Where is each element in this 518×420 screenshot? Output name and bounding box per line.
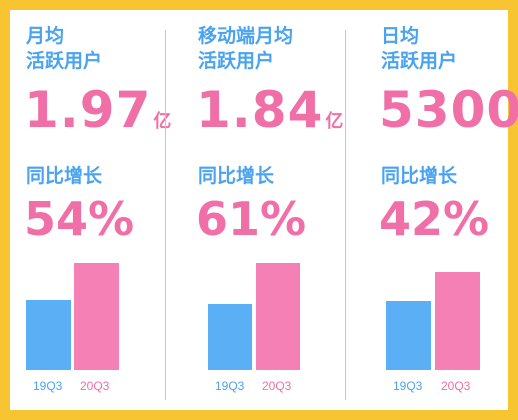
chart-title-line-2: 活跃用户 <box>26 50 103 72</box>
headline-number: 1.97 <box>24 81 152 139</box>
growth-label: 同比增长 <box>26 165 103 187</box>
headline-unit: 亿 <box>153 111 172 132</box>
column-divider <box>165 30 166 400</box>
chart-title-line-1: 移动端月均 <box>198 25 294 47</box>
chart-mobile-monthly-active-users: 移动端月均 活跃用户 1.84 亿 同比增长 61% 19Q3 20Q3 <box>170 10 345 410</box>
headline-value: 5300万 <box>379 82 518 150</box>
tick-label-19q3: 19Q3 <box>393 379 423 393</box>
growth-value: 54% <box>24 192 135 246</box>
stats-panel: 月均 活跃用户 1.97 亿 同比增长 54% 19Q3 20Q3 移动端月均 活… <box>10 10 518 410</box>
tick-label-19q3: 19Q3 <box>33 379 63 393</box>
chart-title-line-2: 活跃用户 <box>381 50 458 72</box>
growth-label: 同比增长 <box>198 165 275 187</box>
headline-number: 5300 <box>379 81 518 139</box>
headline-number: 1.84 <box>196 81 324 139</box>
headline-value: 1.97 亿 <box>24 82 171 150</box>
bar-20q3 <box>256 263 300 370</box>
bar-20q3 <box>74 263 119 370</box>
tick-label-19q3: 19Q3 <box>215 379 245 393</box>
growth-value: 42% <box>379 192 490 246</box>
bar-20q3 <box>435 272 480 370</box>
growth-value: 61% <box>196 192 307 246</box>
headline-unit: 亿 <box>325 111 344 132</box>
growth-label: 同比增长 <box>381 165 458 187</box>
bar-19q3 <box>386 301 431 370</box>
tick-label-20q3: 20Q3 <box>262 379 292 393</box>
headline-value: 1.84 亿 <box>196 82 343 150</box>
bar-19q3 <box>26 300 71 370</box>
chart-monthly-active-users: 月均 活跃用户 1.97 亿 同比增长 54% 19Q3 20Q3 <box>10 10 171 410</box>
chart-title-line-1: 月均 <box>26 25 65 47</box>
chart-title-line-1: 日均 <box>381 25 420 47</box>
bar-19q3 <box>208 304 252 370</box>
chart-daily-active-users: 日均 活跃用户 5300万 同比增长 42% 19Q3 20Q3 <box>350 10 518 410</box>
chart-title-line-2: 活跃用户 <box>198 50 275 72</box>
column-divider <box>345 30 346 400</box>
tick-label-20q3: 20Q3 <box>80 379 110 393</box>
tick-label-20q3: 20Q3 <box>441 379 471 393</box>
